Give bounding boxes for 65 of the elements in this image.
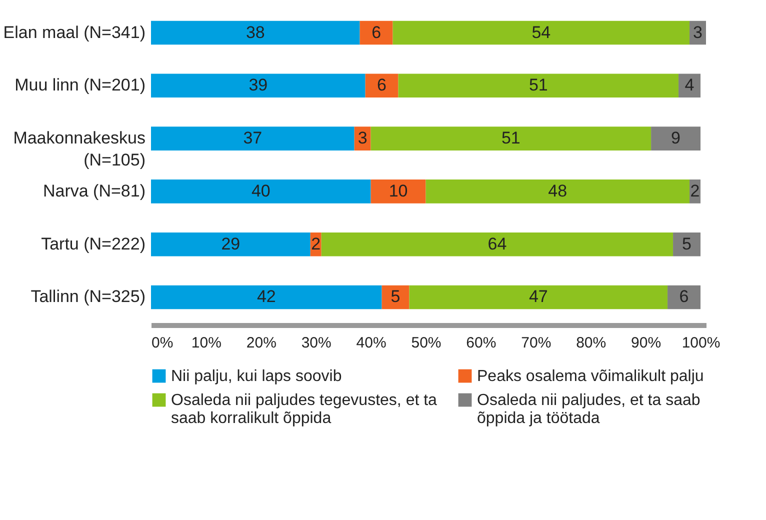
legend-label: Nii palju, kui laps soovib	[171, 368, 342, 385]
y-tick-label: Muu linn (N=201)	[14, 76, 146, 95]
data-label: 9	[671, 128, 681, 148]
legend-label: Osaleda nii paljudes tegevustes, et ta saab korralikult õppida	[171, 392, 438, 427]
data-label: 5	[682, 234, 692, 254]
x-tick-label: 80%	[576, 334, 606, 352]
x-tick-label: 10%	[191, 334, 222, 352]
x-tick-label: 100%	[682, 334, 720, 352]
bar	[398, 74, 679, 98]
bar	[426, 180, 690, 204]
bar	[651, 126, 701, 150]
bar	[151, 20, 360, 45]
y-tick-label: Narva (N=81)	[42, 181, 146, 200]
data-label: 29	[221, 234, 240, 254]
x-tick-label: 60%	[466, 334, 496, 352]
y-tick-label: Elan maal (N=341)	[3, 22, 146, 42]
data-label: 64	[488, 234, 507, 254]
bar	[392, 20, 690, 45]
bar	[673, 232, 701, 256]
y-tick-label: Tallinn (N=325)	[30, 287, 146, 306]
data-label: 51	[501, 128, 520, 148]
x-tick-label: 70%	[521, 334, 552, 352]
y-tick-label: Maakonnakeskus (N=105)	[13, 128, 146, 170]
legend-label: Osaleda nii paljudes, et ta saab õppida ja töötada	[477, 392, 700, 427]
legend-label: Peaks osalema võimalikult palju	[477, 368, 704, 385]
bar	[678, 74, 701, 98]
bar	[151, 180, 371, 204]
bar	[360, 20, 393, 45]
data-label: 2	[690, 181, 700, 200]
x-tick-label: 50%	[411, 334, 442, 352]
x-tick-label: 90%	[631, 334, 662, 352]
bar	[151, 74, 366, 98]
bar	[382, 285, 410, 310]
data-label: 37	[243, 128, 262, 148]
x-tick-label: 30%	[301, 334, 332, 352]
bar	[321, 232, 674, 256]
x-tick-label: 20%	[246, 334, 276, 352]
y-tick-label: Tartu (N=222)	[41, 234, 146, 254]
data-label: 38	[246, 22, 265, 42]
bar	[409, 285, 668, 310]
data-label: 6	[377, 76, 387, 95]
bar	[370, 180, 426, 204]
data-label: 39	[248, 76, 268, 95]
data-label: 4	[684, 76, 694, 95]
data-label: 54	[532, 22, 551, 42]
data-label: 42	[256, 287, 276, 306]
bar	[151, 126, 354, 150]
data-label: 5	[390, 287, 400, 306]
bar	[370, 126, 652, 150]
data-label: 10	[388, 181, 408, 200]
data-label: 3	[358, 128, 368, 148]
data-label: 48	[548, 181, 568, 200]
data-label: 6	[372, 22, 382, 42]
bar	[151, 285, 382, 310]
data-label: 3	[693, 22, 702, 42]
bar	[151, 232, 310, 256]
data-label: 40	[251, 181, 270, 200]
bar	[365, 74, 398, 98]
x-tick-label: 40%	[356, 334, 386, 352]
data-label: 51	[528, 76, 548, 95]
bar	[668, 285, 701, 310]
data-label: 2	[311, 234, 321, 254]
data-label: 47	[528, 287, 548, 306]
data-label: 6	[679, 287, 689, 306]
x-tick-label: 0%	[152, 334, 174, 352]
